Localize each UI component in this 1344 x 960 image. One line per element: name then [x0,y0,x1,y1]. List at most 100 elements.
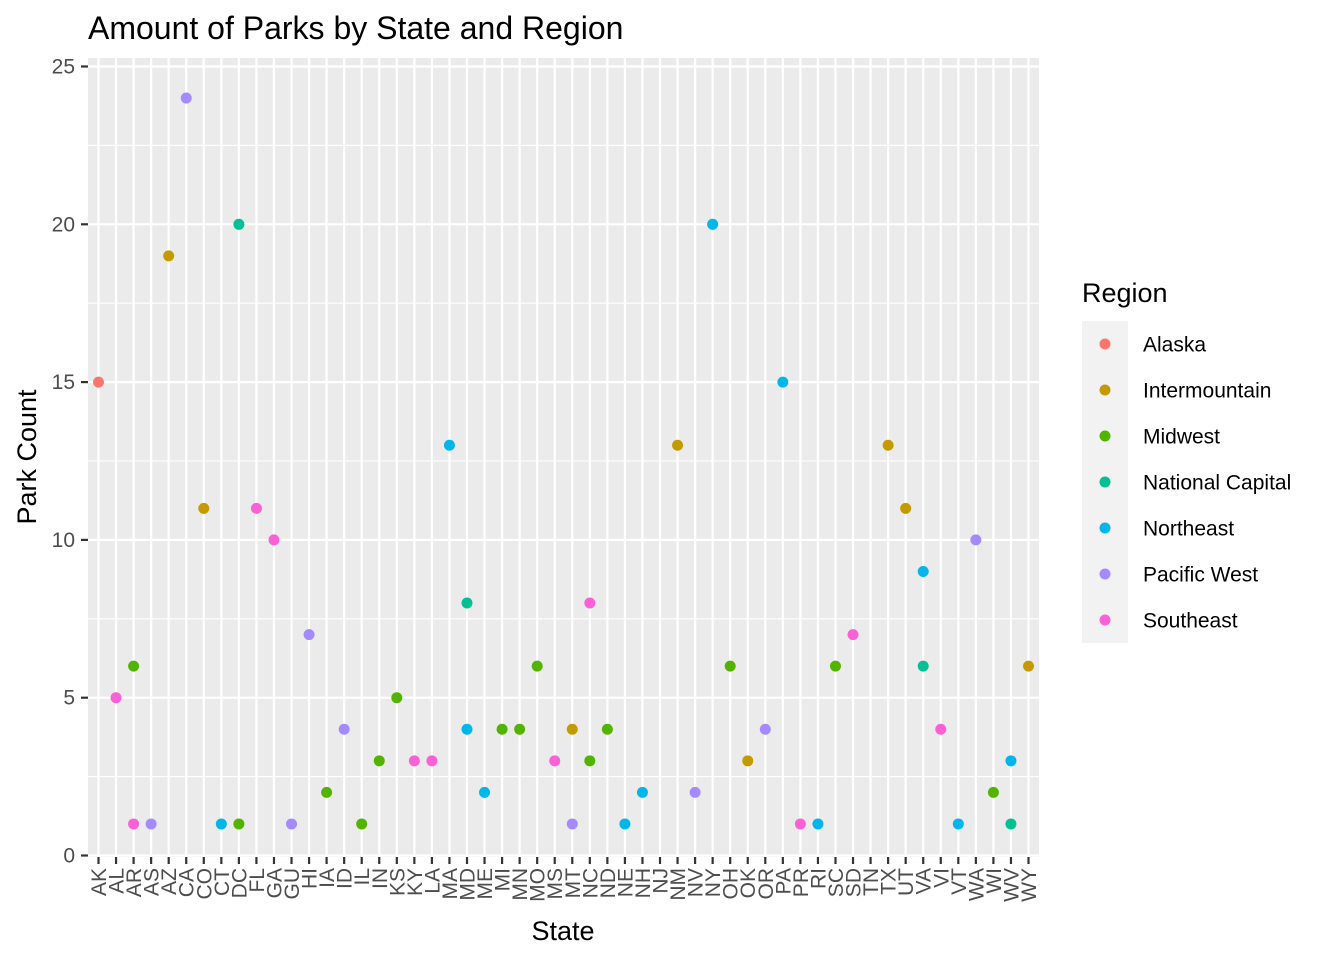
x-tick-label: NJ [650,868,673,894]
data-points [93,92,1034,830]
x-tick-label: WY [1018,868,1041,902]
legend-key [1099,384,1111,396]
x-tick-label: UT [895,868,918,896]
legend-label: Midwest [1143,426,1220,449]
data-point [1005,755,1017,767]
data-point [286,818,298,830]
data-point [619,818,631,830]
data-point [777,376,789,388]
x-tick-label: LA [421,868,444,894]
y-axis-title: Park Count [12,389,42,525]
x-tick-label: MA [439,868,462,900]
x-axis-title: State [531,916,594,946]
x-tick-label: MI [492,868,515,891]
x-tick-label: NE [614,868,637,897]
legend-label: National Capital [1143,472,1291,495]
x-tick-label: FL [246,868,269,893]
data-point [268,534,280,546]
data-point [952,818,964,830]
y-tick-label: 10 [52,529,75,552]
data-point [479,786,491,798]
legend-label: Northeast [1143,518,1234,541]
data-point [496,723,508,735]
y-axis: 0 5 10 15 20 25 [52,56,88,868]
x-tick-label: GA [263,868,286,898]
data-point [163,250,175,262]
x-tick-label: WV [1000,868,1023,902]
data-point [549,755,561,767]
data-point [426,755,438,767]
data-point [759,723,771,735]
x-tick-label: IN [369,868,392,889]
x-tick-label: OH [720,868,743,900]
x-tick-label: WA [965,868,988,901]
legend-title: Region [1082,278,1168,308]
data-point [812,818,824,830]
data-point [917,565,929,577]
x-tick-label: MD [456,868,479,901]
x-tick-label: VT [948,868,971,895]
data-point [742,755,754,767]
legend-key [1099,476,1111,488]
minor-gridlines [88,144,1039,778]
x-tick-label: HI [299,868,322,889]
data-point [514,723,526,735]
data-point [145,818,157,830]
data-point [584,755,596,767]
y-tick-label: 5 [63,687,75,710]
data-point [128,818,140,830]
x-tick-label: SD [843,868,866,897]
data-point [1023,660,1034,672]
x-tick-label: TX [878,868,901,895]
x-tick-label: AR [123,868,146,897]
x-tick-label: WI [983,868,1006,894]
x-axis: AKALARASAZCACOCTDCFLGAGUHIIAIDILINKSKYLA… [88,857,1041,902]
legend-items: Alaska Intermountain Midwest National Capit… [1099,334,1291,633]
data-point [917,660,929,672]
data-point [672,439,684,451]
data-point [338,723,350,735]
x-tick-label: IL [351,868,374,886]
data-point [461,723,473,735]
x-tick-label: CO [193,868,216,900]
data-point [461,597,473,609]
x-tick-label: ME [474,868,497,900]
x-tick-label: AL [106,868,129,894]
x-tick-label: NM [667,868,690,901]
x-tick-label: SC [825,868,848,897]
x-tick-label: PA [772,868,795,894]
x-tick-label: ND [597,868,620,898]
data-point [391,692,403,704]
x-tick-label: CA [176,868,199,897]
data-point [847,629,859,641]
data-point [250,502,262,514]
legend-label: Intermountain [1143,380,1271,403]
data-point [373,755,385,767]
legend-key [1099,568,1111,580]
data-point [566,818,578,830]
legend-label: Alaska [1143,334,1206,357]
x-tick-label: AK [88,868,111,896]
x-tick-label: KS [386,868,409,896]
data-point [128,660,140,672]
legend-key [1099,614,1111,626]
legend-key [1099,522,1111,534]
data-point [970,534,982,546]
x-tick-label: OK [737,868,760,898]
x-tick-label: VA [913,868,936,894]
data-point [531,660,543,672]
x-tick-label: CT [211,868,234,896]
x-tick-label: PR [790,868,813,897]
data-point [601,723,613,735]
data-point [233,818,245,830]
data-point [584,597,596,609]
x-tick-label: NY [702,868,725,897]
x-tick-label: NC [579,868,602,898]
x-tick-label: NV [685,868,708,897]
data-point [707,218,719,230]
x-tick-label: NH [632,868,655,898]
data-point [233,218,245,230]
x-tick-label: TN [860,868,883,896]
data-point [900,502,912,514]
